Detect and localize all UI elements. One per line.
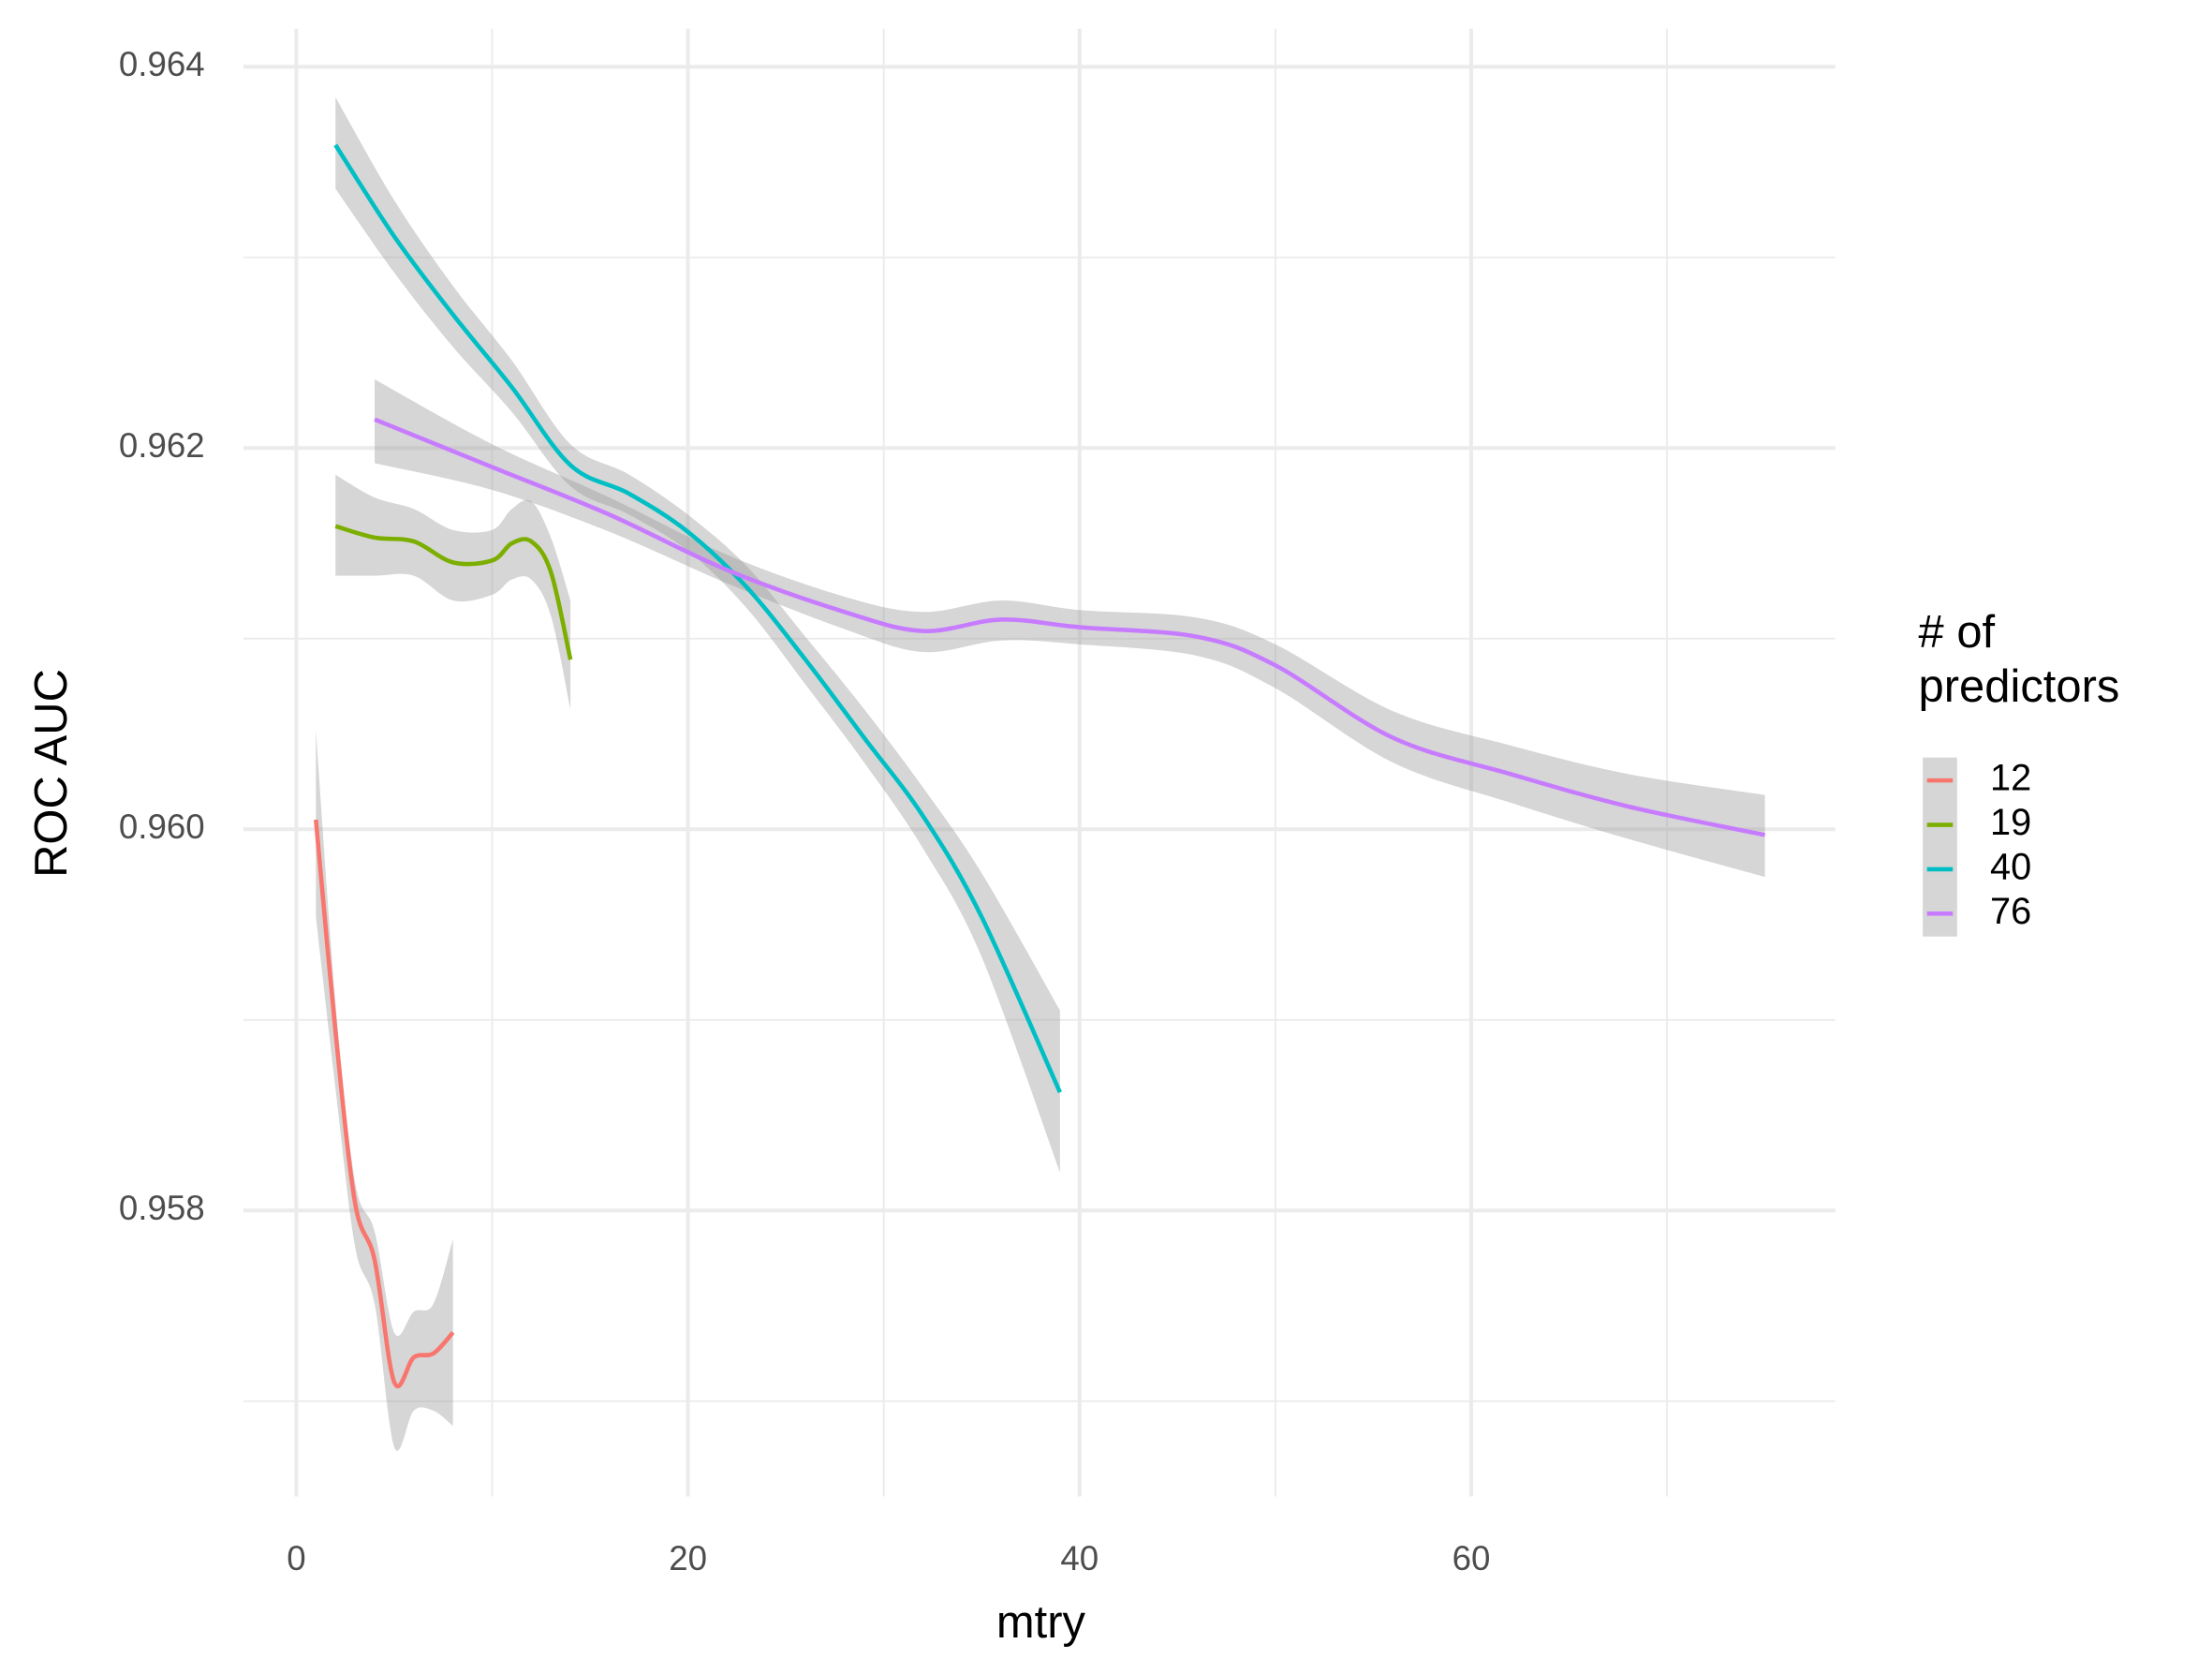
series-line bbox=[333, 143, 1062, 1094]
x-tick-label: 0 bbox=[287, 1539, 305, 1578]
legend-title: # of predictors bbox=[1918, 605, 2120, 713]
legend-label: 40 bbox=[1990, 846, 2031, 887]
grid bbox=[243, 28, 1836, 1497]
y-tick-label: 0.962 bbox=[119, 426, 205, 465]
x-tick-label: 40 bbox=[1060, 1539, 1099, 1578]
legend-label: 19 bbox=[1990, 802, 2031, 843]
y-tick-label: 0.958 bbox=[119, 1189, 205, 1227]
legend-title-box: # of predictors bbox=[1918, 605, 2120, 713]
x-axis-title: mtry bbox=[996, 1597, 1086, 1648]
series-line bbox=[334, 524, 573, 660]
series-line bbox=[374, 417, 1766, 837]
legend-key-background bbox=[1923, 757, 1957, 937]
legend-label: 76 bbox=[1990, 891, 2031, 932]
y-tick-label: 0.964 bbox=[119, 45, 205, 83]
series-line bbox=[314, 819, 455, 1388]
legend-label: 12 bbox=[1990, 758, 2031, 799]
x-tick-label: 60 bbox=[1453, 1539, 1491, 1578]
ticks: 0 20 40 60 0.958 0.960 0.962 0.964 bbox=[119, 45, 1490, 1578]
confidence-band bbox=[316, 730, 453, 1451]
y-tick-label: 0.960 bbox=[119, 807, 205, 846]
lines bbox=[314, 143, 1766, 1388]
bands bbox=[316, 96, 1765, 1451]
x-tick-label: 20 bbox=[669, 1539, 707, 1578]
y-axis-title: ROC AUC bbox=[26, 669, 77, 878]
confidence-band bbox=[335, 474, 571, 710]
